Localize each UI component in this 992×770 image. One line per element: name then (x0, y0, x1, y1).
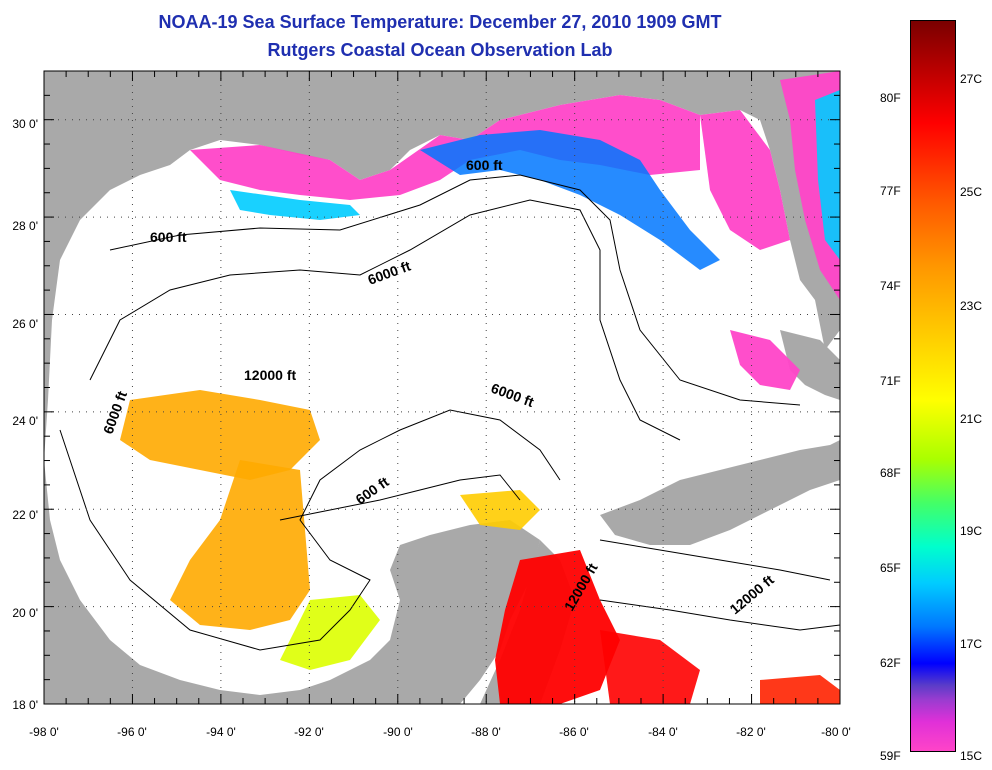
colorbar-f-label: 74F (880, 279, 901, 293)
colorbar-f-label: 65F (880, 561, 901, 575)
x-tick-label: -88 0' (471, 725, 501, 739)
map-title: NOAA-19 Sea Surface Temperature: Decembe… (158, 12, 722, 32)
colorbar-c-label: 25C (960, 185, 983, 199)
colorbar-c-label: 23C (960, 299, 983, 313)
colorbar-c-label: 19C (960, 524, 983, 538)
x-tick-label: -86 0' (559, 725, 589, 739)
x-tick-label: -84 0' (648, 725, 678, 739)
colorbar-f-label: 80F (880, 91, 901, 105)
y-tick-label: 22 0' (12, 508, 38, 522)
colorbar-c-label: 17C (960, 637, 983, 651)
x-tick-label: -92 0' (294, 725, 324, 739)
contour-label: 12000 ft (244, 367, 296, 383)
colorbar-c-label: 15C (960, 749, 983, 763)
y-tick-label: 28 0' (12, 219, 38, 233)
y-tick-label: 18 0' (12, 698, 38, 712)
colorbar-f-label: 59F (880, 749, 901, 763)
contour-label: 600 ft (150, 229, 187, 245)
sst-patches (120, 71, 840, 704)
x-tick-label: -98 0' (29, 725, 59, 739)
colorbar-c-label: 27C (960, 72, 983, 86)
depth-contours (59, 174, 841, 651)
colorbar-f-label: 77F (880, 184, 901, 198)
colorbar-c-label: 21C (960, 412, 983, 426)
tick-marks (43, 70, 841, 705)
map-subtitle: Rutgers Coastal Ocean Observation Lab (267, 40, 613, 60)
y-tick-label: 26 0' (12, 317, 38, 331)
colorbar-f-label: 62F (880, 656, 901, 670)
y-tick-label: 24 0' (12, 414, 38, 428)
temperature-colorbar (910, 20, 956, 752)
y-axis-labels: 18 0' 20 0' 22 0' 24 0' 26 0' 28 0' 30 0… (12, 117, 38, 712)
x-tick-label: -96 0' (117, 725, 147, 739)
colorbar-f-label: 68F (880, 466, 901, 480)
y-tick-label: 20 0' (12, 606, 38, 620)
colorbar-f-label: 71F (880, 374, 901, 388)
contour-label: 600 ft (466, 157, 503, 173)
x-tick-label: -82 0' (736, 725, 766, 739)
x-tick-label: -94 0' (206, 725, 236, 739)
y-tick-label: 30 0' (12, 117, 38, 131)
x-axis-labels: -98 0' -96 0' -94 0' -92 0' -90 0' -88 0… (29, 725, 851, 739)
x-tick-label: -90 0' (383, 725, 413, 739)
x-tick-label: -80 0' (821, 725, 851, 739)
